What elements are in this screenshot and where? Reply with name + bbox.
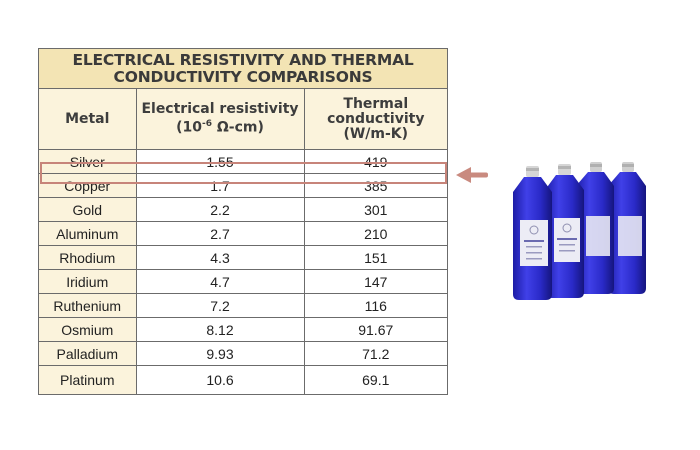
metal-cell: Iridium: [39, 269, 137, 294]
bottle-back-right: [608, 162, 646, 294]
resistivity-cell: 10.6: [136, 365, 305, 394]
header-resistivity-unit: (10-6 Ω-cm): [140, 117, 301, 136]
metal-cell: Silver: [39, 149, 137, 174]
resistivity-cell: 1.7: [136, 173, 305, 198]
resistivity-cell: 8.12: [136, 317, 305, 342]
conductivity-cell: 385: [304, 173, 448, 198]
unit-suffix: Ω-cm): [212, 119, 264, 136]
metal-cell: Copper: [39, 173, 137, 198]
header-resistivity-label: Electrical resistivity: [141, 101, 299, 118]
header-conductivity: Thermal conductivity (W/m-K): [304, 88, 448, 150]
metal-cell: Osmium: [39, 317, 137, 342]
resistivity-cell: 9.93: [136, 341, 305, 366]
comparison-table: ELECTRICAL RESISTIVITY AND THERMAL CONDU…: [39, 49, 448, 394]
bottle-back-mid: [576, 162, 614, 294]
left-arrow-icon: [456, 167, 488, 183]
table-row: Aluminum 2.7 210: [39, 221, 448, 246]
table-title-line2: CONDUCTIVITY COMPARISONS: [113, 68, 373, 86]
conductivity-cell: 210: [304, 221, 448, 246]
header-conductivity-line3: (W/m-K): [343, 125, 409, 142]
unit-exponent: -6: [202, 119, 212, 130]
bottle-front-mid: [545, 164, 584, 298]
header-resistivity: Electrical resistivity (10-6 Ω-cm): [136, 88, 305, 150]
conductivity-cell: 301: [304, 197, 448, 222]
conductivity-cell: 419: [304, 149, 448, 174]
bottle-front-left: [513, 166, 552, 300]
blue-bottles-image: [513, 162, 646, 300]
metal-cell: Aluminum: [39, 221, 137, 246]
metal-cell: Gold: [39, 197, 137, 222]
table-row: Silver 1.55 419: [39, 149, 448, 174]
resistivity-cell: 4.3: [136, 245, 305, 270]
unit-prefix: (10: [176, 119, 202, 136]
header-conductivity-line1: Thermal: [343, 95, 409, 112]
table-row: Ruthenium 7.2 116: [39, 293, 448, 318]
resistivity-cell: 1.55: [136, 149, 305, 174]
metal-cell: Platinum: [39, 365, 137, 394]
table-row: Osmium 8.12 91.67: [39, 317, 448, 342]
conductivity-cell: 147: [304, 269, 448, 294]
conductivity-cell: 151: [304, 245, 448, 270]
comparison-table-container: ELECTRICAL RESISTIVITY AND THERMAL CONDU…: [38, 48, 448, 395]
table-row: Iridium 4.7 147: [39, 269, 448, 294]
resistivity-cell: 2.7: [136, 221, 305, 246]
resistivity-cell: 2.2: [136, 197, 305, 222]
metal-cell: Ruthenium: [39, 293, 137, 318]
table-title: ELECTRICAL RESISTIVITY AND THERMAL CONDU…: [39, 49, 448, 89]
metal-cell: Rhodium: [39, 245, 137, 270]
table-row: Copper 1.7 385: [39, 173, 448, 198]
header-conductivity-line2: conductivity: [327, 110, 425, 127]
table-title-line1: ELECTRICAL RESISTIVITY AND THERMAL: [72, 51, 414, 69]
conductivity-cell: 116: [304, 293, 448, 318]
resistivity-cell: 7.2: [136, 293, 305, 318]
resistivity-cell: 4.7: [136, 269, 305, 294]
table-row: Rhodium 4.3 151: [39, 245, 448, 270]
metal-cell: Palladium: [39, 341, 137, 366]
table-row: Palladium 9.93 71.2: [39, 341, 448, 366]
table-row: Gold 2.2 301: [39, 197, 448, 222]
conductivity-cell: 91.67: [304, 317, 448, 342]
conductivity-cell: 71.2: [304, 341, 448, 366]
conductivity-cell: 69.1: [304, 365, 448, 394]
header-metal: Metal: [39, 88, 137, 150]
table-row: Platinum 10.6 69.1: [39, 365, 448, 394]
